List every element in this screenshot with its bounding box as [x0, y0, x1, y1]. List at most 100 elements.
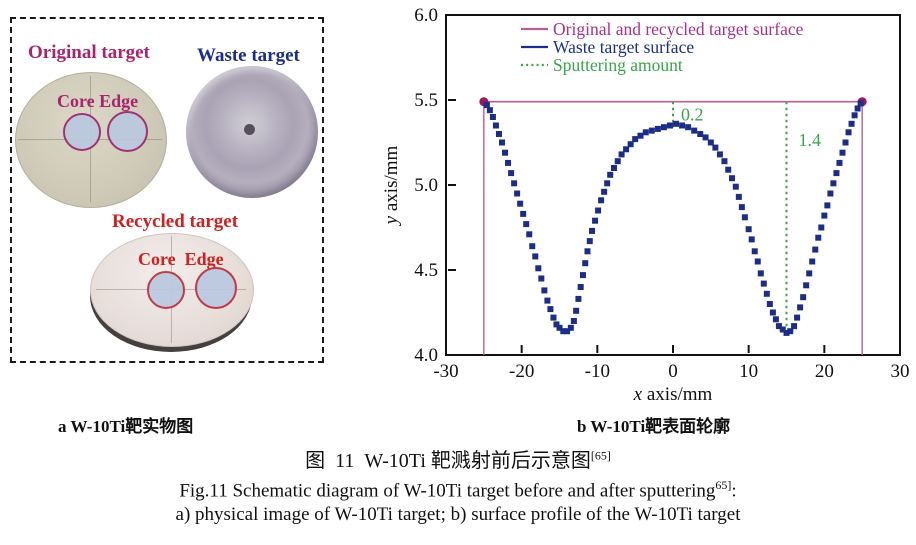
- waste-profile-point: [666, 122, 673, 129]
- waste-profile-point: [830, 180, 837, 187]
- waste-profile-point: [547, 306, 554, 313]
- edge-word: Edge: [184, 249, 224, 269]
- waste-profile-point: [511, 180, 518, 187]
- waste-profile-point: [560, 328, 567, 335]
- waste-profile-point: [601, 188, 608, 195]
- recycled-target-label: Recycled target: [112, 211, 239, 232]
- recycled-core-spot: [147, 271, 185, 309]
- figure-caption-en-line2: a) physical image of W-10Ti target; b) s…: [175, 504, 741, 526]
- waste-profile-point: [716, 151, 723, 158]
- core-word: Core: [57, 91, 95, 111]
- caption-en-ref: 65]: [715, 478, 732, 492]
- waste-profile-point: [757, 270, 764, 277]
- waste-profile-point: [803, 282, 810, 289]
- waste-profile-point: [815, 234, 822, 241]
- waste-profile-point: [567, 324, 574, 331]
- waste-profile-point: [833, 170, 840, 177]
- waste-profile-point: [827, 190, 834, 197]
- waste-profile-point: [725, 166, 732, 173]
- x-tick-label: 20: [815, 361, 834, 382]
- waste-profile-point: [505, 159, 512, 166]
- waste-profile-point: [842, 139, 849, 146]
- waste-profile-point: [760, 280, 767, 287]
- waste-profile-point: [766, 301, 773, 307]
- waste-profile-point: [712, 144, 719, 151]
- legend-label: Waste target surface: [553, 37, 694, 57]
- x-tick-label: 0: [668, 361, 678, 382]
- legend-label: Sputtering amount: [553, 55, 683, 75]
- waste-profile-point: [751, 248, 758, 255]
- original-core-spot: [63, 113, 101, 151]
- waste-profile-point: [818, 224, 825, 231]
- waste-profile-point: [553, 321, 560, 328]
- x-tick-label: -10: [585, 361, 610, 382]
- waste-profile-point: [691, 127, 698, 134]
- y-tick-label: 5.5: [414, 90, 438, 111]
- waste-profile-point: [538, 275, 545, 282]
- waste-profile-point: [535, 265, 542, 272]
- y-tick-label: 5.0: [414, 175, 438, 196]
- waste-profile-point: [783, 329, 790, 336]
- x-axis-title: x axis/mm: [633, 384, 713, 405]
- waste-profile-point: [570, 318, 577, 324]
- waste-profile-point: [637, 132, 644, 139]
- waste-profile-point: [748, 236, 755, 243]
- waste-profile-point: [577, 284, 584, 290]
- waste-profile-point: [529, 243, 536, 250]
- waste-profile-point: [579, 272, 586, 279]
- waste-profile-point: [654, 125, 661, 132]
- waste-profile-point: [514, 190, 521, 197]
- waste-profile-point: [800, 294, 807, 301]
- waste-profile-point: [575, 295, 582, 302]
- caption-b: b W-10Ti靶表面轮廓: [577, 417, 731, 436]
- x-tick-label: -20: [509, 361, 534, 382]
- waste-profile-point: [685, 124, 692, 131]
- waste-profile-point: [812, 246, 819, 253]
- waste-profile-point: [595, 207, 602, 214]
- waste-target-photo: [186, 66, 318, 198]
- waste-profile-point: [618, 151, 625, 158]
- original-core-edge-label: Core Edge: [57, 91, 138, 112]
- waste-profile-point: [839, 149, 846, 156]
- profile-chart-svg: -30 -20 -10 0 10 20 30 4.0 4.5 5.0 5.5 6.0 x axis/mm…: [381, 5, 910, 405]
- waste-profile-point: [735, 193, 742, 200]
- original-edge-spot: [107, 111, 148, 152]
- waste-profile-point: [502, 149, 509, 156]
- waste-profile-point: [614, 158, 621, 165]
- waste-profile-point: [648, 127, 655, 134]
- waste-profile-point: [573, 307, 580, 314]
- waste-profile-point: [763, 290, 770, 297]
- core-word: Core: [138, 249, 176, 269]
- waste-profile-point: [492, 122, 499, 129]
- edge-word: Edge: [99, 91, 139, 111]
- waste-profile-point: [806, 270, 813, 277]
- waste-profile-point: [679, 122, 686, 129]
- caption-zh-text: 图 11 W-10Ti 靶溅射前后示意图: [305, 450, 591, 472]
- waste-profile-point: [489, 114, 496, 120]
- waste-profile-point: [520, 210, 527, 217]
- waste-profile-point: [498, 139, 505, 146]
- y-axis-title: y axis/mm: [381, 145, 402, 226]
- waste-profile-point: [791, 323, 798, 330]
- waste-profile-point: [697, 131, 704, 137]
- waste-profile-point: [769, 309, 776, 316]
- waste-profile-point: [851, 112, 858, 119]
- waste-profile-point: [809, 258, 816, 265]
- waste-profile-point: [541, 287, 548, 294]
- waste-profile-point: [592, 217, 599, 224]
- figure-caption-zh: 图 11 W-10Ti 靶溅射前后示意图[65]: [0, 444, 916, 473]
- caption-en1-text: Fig.11 Schematic diagram of W-10Ti targe…: [179, 480, 716, 502]
- waste-profile-point: [532, 253, 539, 260]
- x-tick-label: -30: [433, 361, 458, 382]
- waste-profile-point: [589, 227, 596, 234]
- waste-profile-point: [836, 159, 843, 166]
- waste-profile-point: [517, 200, 524, 207]
- waste-profile-point: [857, 100, 864, 107]
- waste-profile-point: [673, 120, 680, 127]
- waste-profile-point: [598, 197, 605, 204]
- figure-caption-en-line1: Fig.11 Schematic diagram of W-10Ti targe…: [0, 478, 916, 502]
- waste-profile-point: [721, 158, 728, 165]
- waste-profile-point: [738, 204, 745, 211]
- waste-profile-point: [582, 260, 589, 267]
- waste-profile-point: [824, 202, 831, 209]
